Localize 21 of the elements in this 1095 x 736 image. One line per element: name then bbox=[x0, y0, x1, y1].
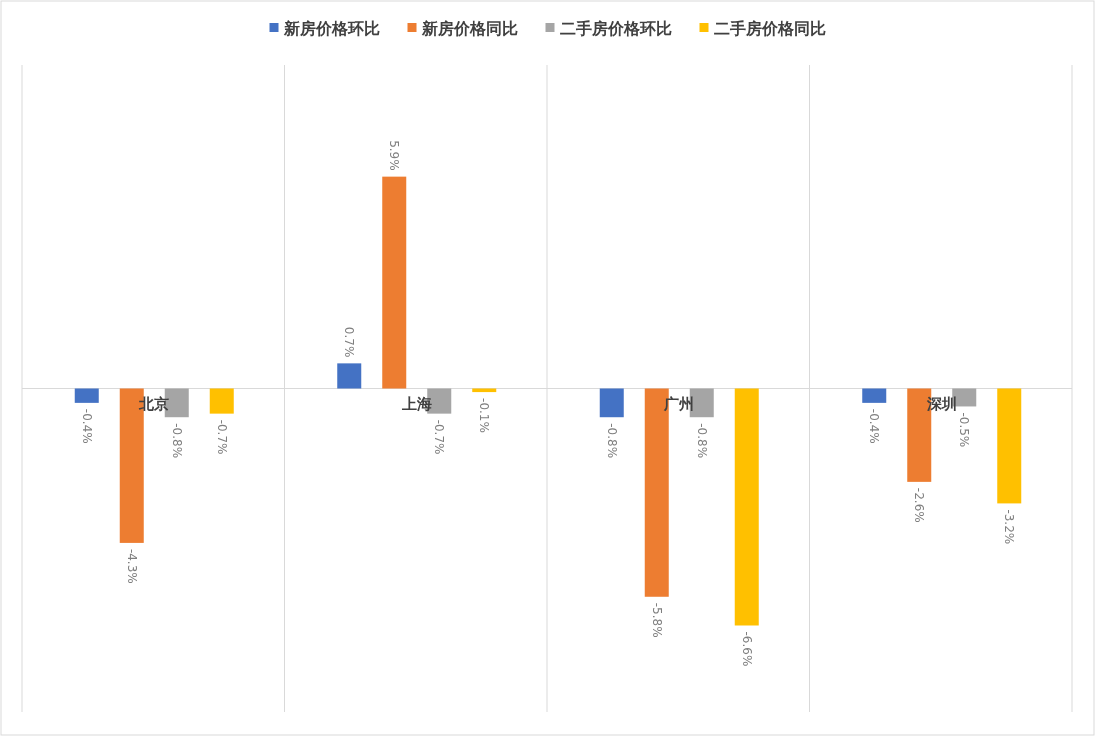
data-label: -5.8% bbox=[649, 602, 664, 638]
data-label: -4.3% bbox=[124, 548, 139, 584]
data-label: -0.8% bbox=[169, 423, 184, 459]
legend-label: 二手房价格同比 bbox=[713, 18, 826, 38]
legend-label: 新房价格环比 bbox=[282, 18, 380, 38]
data-label: -2.6% bbox=[912, 487, 927, 523]
data-label: -0.7% bbox=[214, 419, 229, 455]
data-label: -0.7% bbox=[432, 419, 447, 455]
data-label: -0.5% bbox=[957, 412, 972, 448]
data-label: -0.8% bbox=[604, 423, 619, 459]
legend-label: 新房价格同比 bbox=[420, 18, 518, 38]
legend-label: 二手房价格环比 bbox=[559, 18, 672, 38]
data-label: -6.6% bbox=[739, 631, 754, 667]
data-label: 0.7% bbox=[342, 326, 357, 358]
data-label: -0.8% bbox=[694, 423, 709, 459]
data-label: -0.4% bbox=[79, 408, 94, 444]
data-label: -3.2% bbox=[1002, 509, 1017, 545]
data-label: -0.4% bbox=[867, 408, 882, 444]
data-label: 5.9% bbox=[387, 140, 402, 171]
data-label: -0.1% bbox=[477, 398, 492, 433]
x-tick-label: 上海 bbox=[400, 394, 432, 413]
